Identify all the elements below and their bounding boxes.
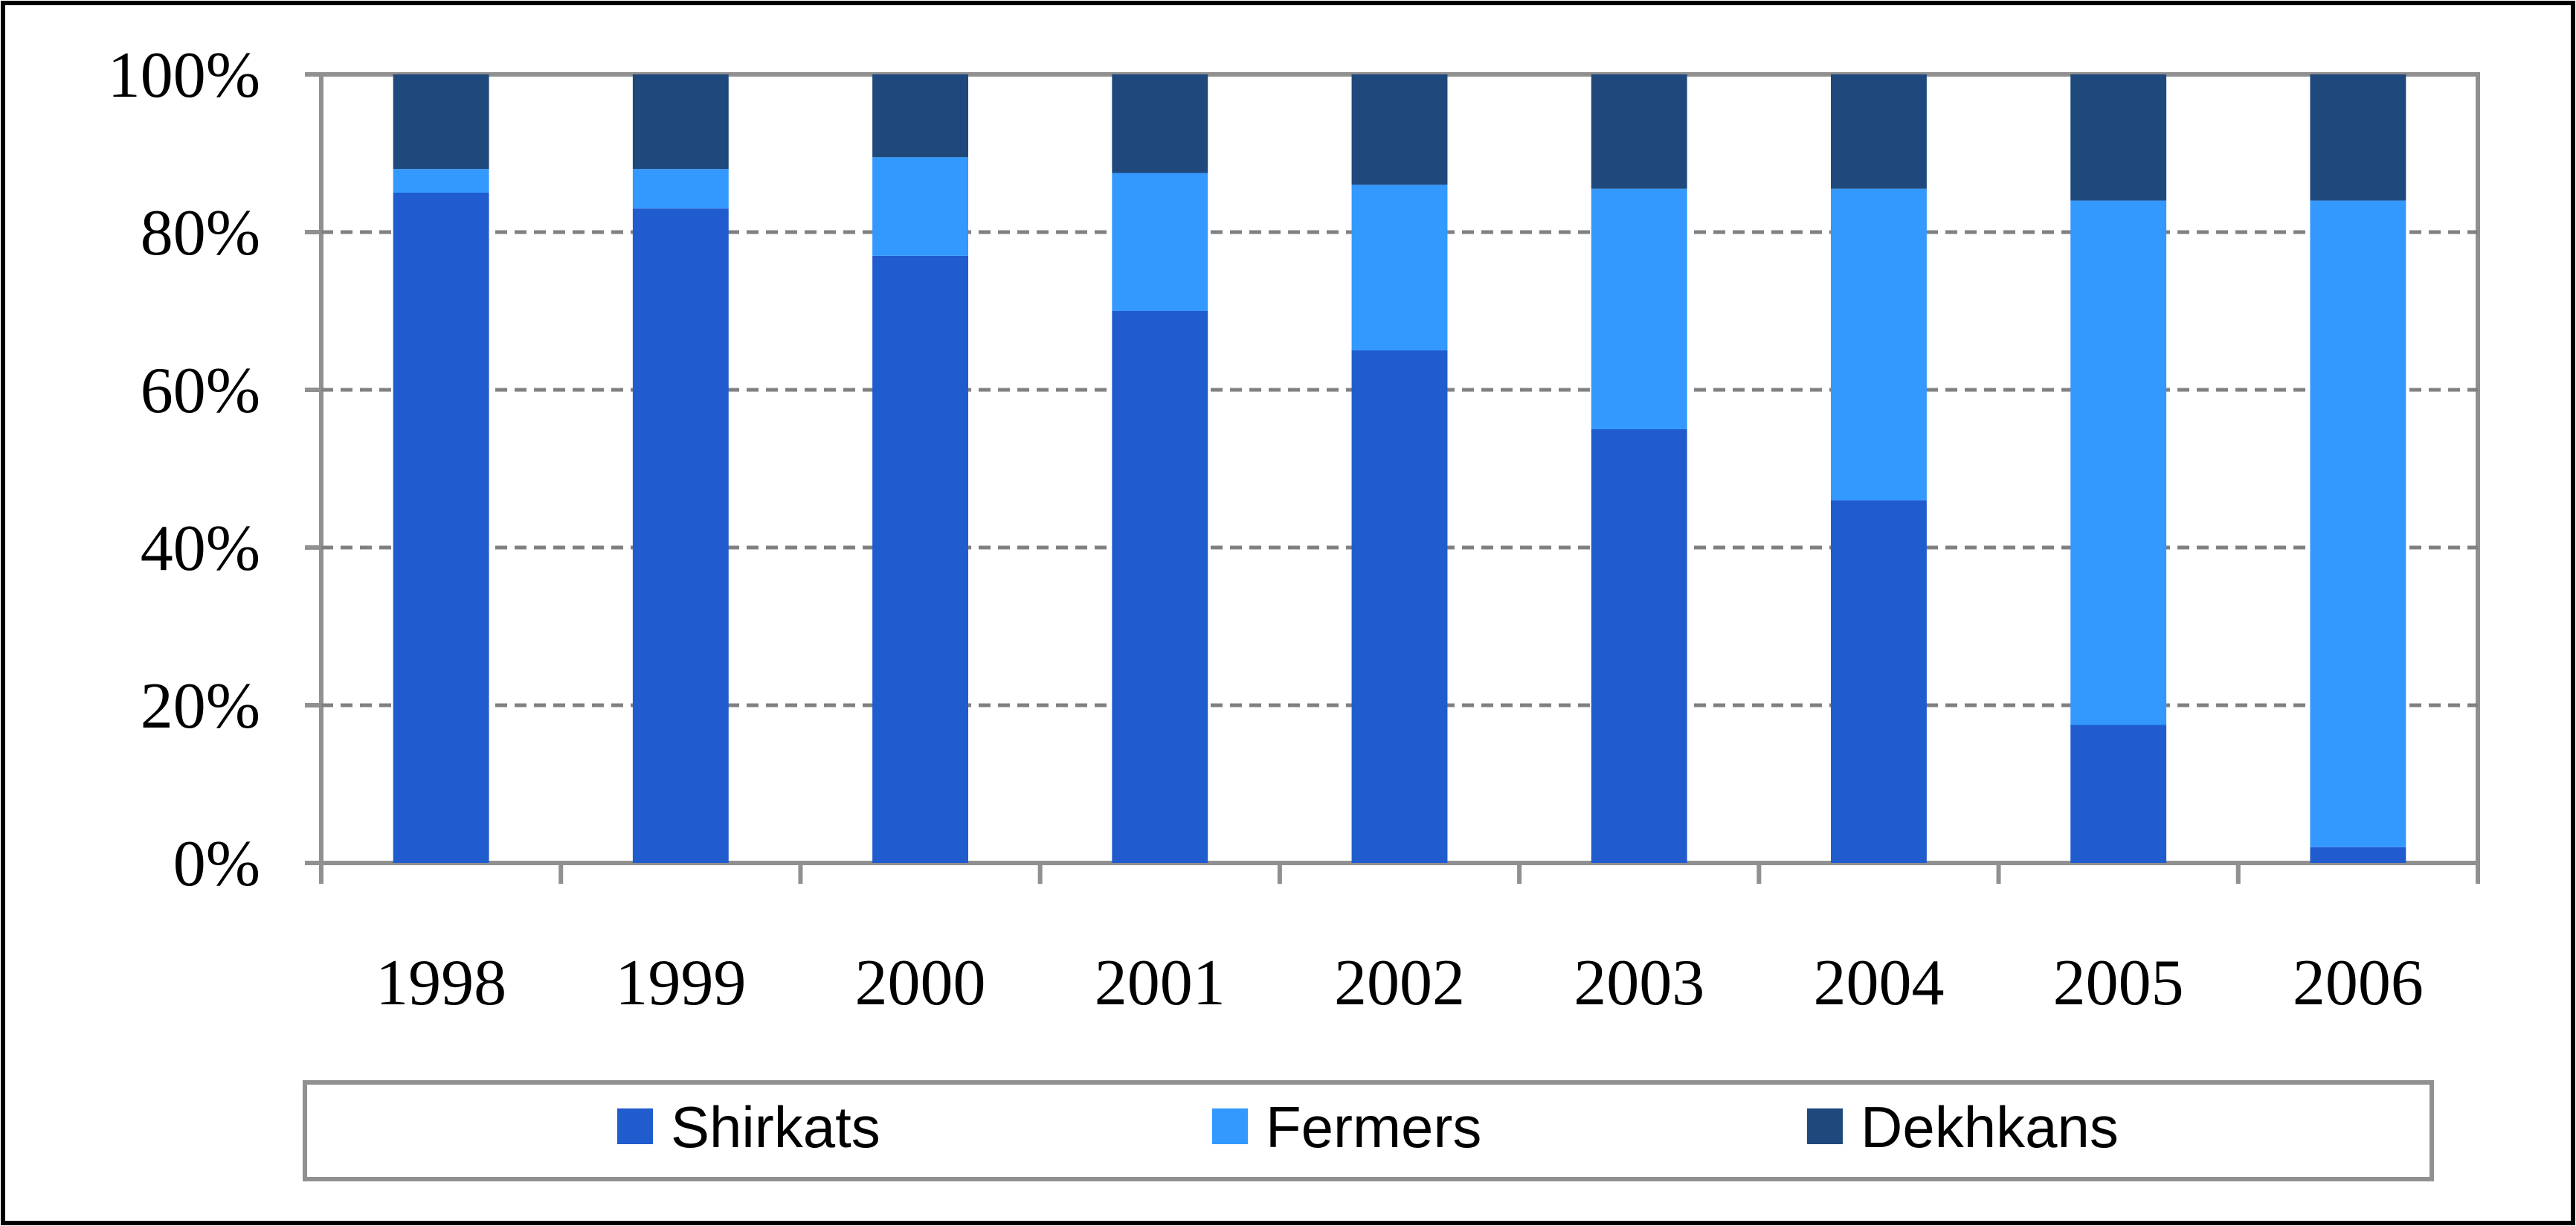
y-tick-label: 40%	[141, 513, 260, 585]
bar-shirkats-2005	[2070, 725, 2167, 863]
x-tick-label: 2005	[2053, 947, 2184, 1019]
x-tick-label: 2000	[855, 947, 986, 1019]
bar-fermers-2003	[1591, 188, 1687, 429]
bar-dekhkans-1998	[393, 74, 489, 170]
bar-shirkats-1998	[393, 193, 489, 863]
bar-shirkats-2000	[872, 255, 968, 863]
x-tick-label: 1998	[376, 947, 506, 1019]
bar-fermers-1999	[632, 169, 729, 209]
bar-shirkats-2001	[1112, 311, 1208, 863]
bar-dekhkans-2004	[1831, 74, 1927, 189]
legend-swatch-fermers	[1212, 1108, 1248, 1144]
legend: Shirkats Fermers Dekhkans	[303, 1080, 2434, 1181]
legend-swatch-dekhkans	[1807, 1108, 1843, 1144]
bar-dekhkans-2002	[1351, 74, 1448, 185]
bar-dekhkans-2003	[1591, 74, 1687, 189]
bar-shirkats-2006	[2310, 847, 2406, 863]
bar-dekhkans-2005	[2070, 74, 2167, 201]
bar-dekhkans-2000	[872, 74, 968, 158]
bar-fermers-2005	[2070, 200, 2167, 725]
y-tick-label: 100%	[108, 39, 260, 112]
bar-fermers-1998	[393, 169, 489, 193]
x-tick-label: 1999	[615, 947, 746, 1019]
x-tick-label: 2004	[1813, 947, 1944, 1019]
x-tick-label: 2001	[1095, 947, 1226, 1019]
bar-dekhkans-2001	[1112, 74, 1208, 173]
x-tick-label: 2003	[1574, 947, 1704, 1019]
y-tick-label: 0%	[173, 828, 260, 900]
bar-dekhkans-2006	[2310, 74, 2406, 201]
bar-fermers-2004	[1831, 188, 1927, 501]
bar-fermers-2001	[1112, 173, 1208, 311]
bar-shirkats-1999	[632, 208, 729, 863]
x-tick-label: 2006	[2293, 947, 2424, 1019]
bars	[393, 74, 2406, 863]
bar-fermers-2006	[2310, 200, 2406, 847]
x-tick-label: 2002	[1334, 947, 1465, 1019]
y-tick-label: 80%	[141, 197, 260, 269]
bar-shirkats-2003	[1591, 429, 1687, 863]
legend-swatch-shirkats	[617, 1108, 653, 1144]
bar-fermers-2002	[1351, 184, 1448, 350]
legend-label-shirkats: Shirkats	[671, 1094, 880, 1160]
bar-fermers-2000	[872, 157, 968, 256]
bar-dekhkans-1999	[632, 74, 729, 170]
y-tick-label: 20%	[141, 670, 260, 742]
legend-label-fermers: Fermers	[1266, 1094, 1481, 1160]
bar-shirkats-2002	[1351, 350, 1448, 863]
axes: 0% 20% 40% 60% 80% 100% 1998 1999 2000 2001 2002 20…	[108, 39, 2480, 1019]
legend-label-dekhkans: Dekhkans	[1861, 1094, 2119, 1160]
legend-box	[303, 1080, 2434, 1181]
bar-shirkats-2004	[1831, 500, 1927, 863]
y-tick-label: 60%	[141, 355, 260, 427]
